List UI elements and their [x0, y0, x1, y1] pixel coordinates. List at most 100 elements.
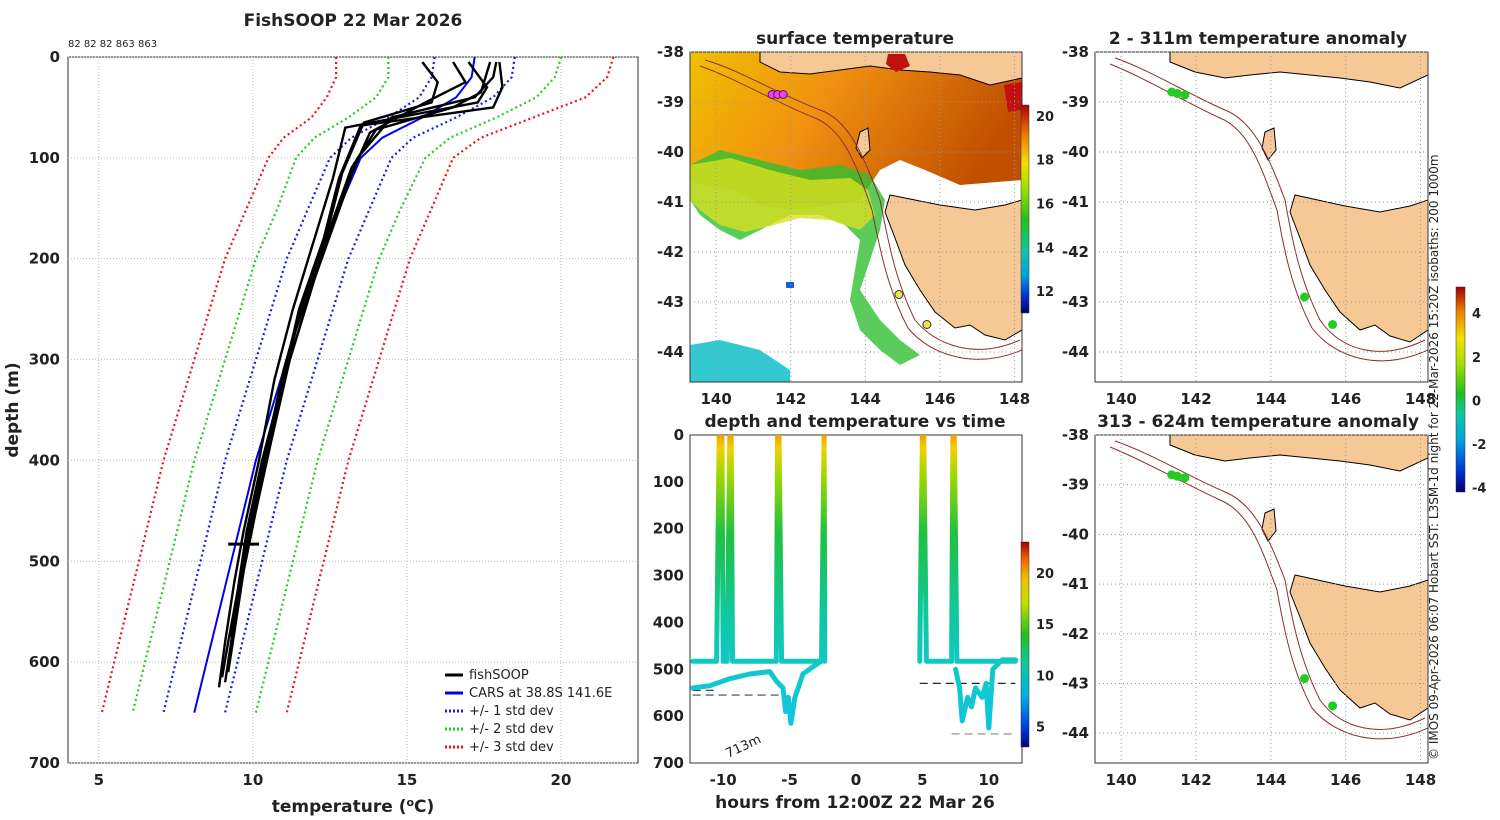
- time-y-tick-label: 0: [674, 426, 684, 444]
- station-marker: [778, 90, 788, 99]
- std-dev-line-2-minus: [131, 57, 390, 713]
- x-tick-label: 10: [242, 771, 263, 789]
- time-x-tick-label: 5: [917, 771, 927, 789]
- map-x-tick-label: 142: [1180, 771, 1211, 789]
- map-y-tick-label: -40: [1062, 143, 1089, 161]
- time-title: depth and temperature vs time: [705, 412, 1006, 432]
- anomaly-upper-frame: [1094, 51, 1429, 383]
- sst-map: [690, 52, 1022, 382]
- x-tick-label: 5: [94, 771, 104, 789]
- map-y-tick-label: -43: [1062, 293, 1089, 311]
- anomaly-point: [1172, 471, 1182, 481]
- y-tick-label: 400: [29, 451, 60, 469]
- time-colorbar-ticks: 5 10 15 20: [1036, 567, 1054, 736]
- profile-ylabel: depth (m): [3, 362, 23, 457]
- king-island-lower: [1261, 508, 1277, 542]
- map-x-tick-label: 144: [850, 390, 881, 408]
- anomaly-point: [1300, 292, 1310, 302]
- anomaly-lower-ticks: 140 142 144 146 148 -38 -39 -40 -41 -42 -43 -44: [1062, 426, 1436, 789]
- anomaly-colorbar-label: -4: [1472, 482, 1486, 497]
- isobath-1000-lower: [1109, 446, 1428, 740]
- x-tick-label: 20: [551, 771, 572, 789]
- time-y-tick-label: 600: [653, 707, 684, 725]
- time-colorbar-label: 10: [1036, 669, 1054, 684]
- time-y-tick-label: 500: [653, 660, 684, 678]
- anomaly-lower-frame: [1094, 434, 1429, 764]
- king-island-upper: [1261, 127, 1277, 161]
- station-marker: [894, 290, 904, 299]
- map-y-tick-label: -41: [1062, 575, 1089, 593]
- isobath-200-lower: [1114, 440, 1426, 730]
- anomaly-lower-panel: 140 142 144 146 148 -38 -39 -40 -41 -42 -43 -44 313…: [1062, 412, 1436, 789]
- anomaly-point: [1180, 473, 1190, 483]
- isobath-1000: [699, 65, 1022, 360]
- map-y-tick-label: -38: [1062, 43, 1089, 61]
- sst-cold-pixel: [786, 282, 794, 288]
- sst-colorbar-ticks: 12 14 16 18 20: [1036, 110, 1054, 300]
- credit-text: © IMOS 09-Apr-2026 06:07 Hobart SST: L3S…: [1427, 154, 1441, 760]
- profile-legend: fishSOOP CARS at 38.8S 141.6E +/- 1 std de…: [445, 668, 612, 755]
- map-x-tick-label: 140: [1106, 771, 1137, 789]
- legend-label: +/- 1 std dev: [469, 704, 554, 719]
- fishsoop-profiles: [217, 61, 504, 688]
- sst-colorbar-label: 14: [1036, 241, 1054, 256]
- legend-label: +/- 2 std dev: [469, 722, 554, 737]
- station-marker: [922, 320, 932, 329]
- anomaly-colorbar-label: 2: [1472, 351, 1481, 366]
- sst-colorbar: [1020, 104, 1030, 314]
- y-tick-label: 500: [29, 552, 60, 570]
- map-x-tick-label: 148: [1405, 390, 1436, 408]
- profile-plot-frame: [67, 56, 639, 764]
- time-y-tick-label: 100: [653, 473, 684, 491]
- time-colorbar-label: 20: [1036, 567, 1054, 582]
- anomaly-point: [1328, 320, 1338, 329]
- tasmania: [884, 194, 1022, 341]
- fishsoop-profile: [227, 61, 498, 673]
- map-x-tick-label: 144: [1255, 771, 1286, 789]
- anomaly-lower-points: [1167, 470, 1338, 711]
- map-x-tick-label: 142: [1180, 390, 1211, 408]
- map-y-tick-label: -42: [657, 243, 684, 261]
- track-segment: [690, 657, 826, 726]
- map-x-tick-label: 146: [1330, 771, 1361, 789]
- anomaly-lower-map: [1095, 435, 1428, 763]
- time-y-tick-label: 200: [653, 520, 684, 538]
- map-y-tick-label: -41: [1062, 193, 1089, 211]
- map-y-tick-label: -42: [1062, 243, 1089, 261]
- profile-grid: [68, 56, 638, 764]
- map-x-tick-label: 140: [1106, 390, 1137, 408]
- time-x-tick-label: -5: [781, 771, 798, 789]
- sst-panel: 140 142 144 146 148 -38 -39 -40 -41 -42 -43 -44 sur…: [657, 29, 1054, 408]
- sst-colorbar-label: 18: [1036, 154, 1054, 169]
- map-y-tick-label: -40: [1062, 525, 1089, 543]
- map-x-tick-label: 142: [775, 390, 806, 408]
- time-track: [690, 435, 1018, 731]
- time-xlabel: hours from 12:00Z 22 Mar 26: [715, 793, 995, 813]
- legend-label: fishSOOP: [469, 668, 529, 683]
- sst-stations: [767, 90, 932, 329]
- time-y-tick-label: 300: [653, 567, 684, 585]
- y-tick-label: 300: [29, 351, 60, 369]
- time-reference-lines: [692, 682, 1016, 735]
- map-x-tick-label: 144: [1255, 390, 1286, 408]
- time-y-tick-label: 400: [653, 613, 684, 631]
- sst-cyan-field: [690, 340, 790, 382]
- fishsoop-profile: [217, 61, 489, 688]
- anomaly-colorbar: [1455, 286, 1466, 493]
- sst-colorbar-label: 16: [1036, 198, 1054, 213]
- mainland-coast-upper: [1169, 52, 1428, 89]
- y-tick-label: 0: [50, 48, 60, 66]
- anomaly-point: [1172, 89, 1182, 98]
- time-x-tick-label: 0: [851, 771, 861, 789]
- map-y-tick-label: -38: [657, 43, 684, 61]
- map-y-tick-label: -43: [1062, 674, 1089, 692]
- x-tick-label: 15: [396, 771, 417, 789]
- time-frame: [689, 434, 1023, 764]
- map-x-tick-label: 146: [924, 390, 955, 408]
- map-y-tick-label: -39: [657, 93, 684, 111]
- y-tick-label: 700: [29, 754, 60, 772]
